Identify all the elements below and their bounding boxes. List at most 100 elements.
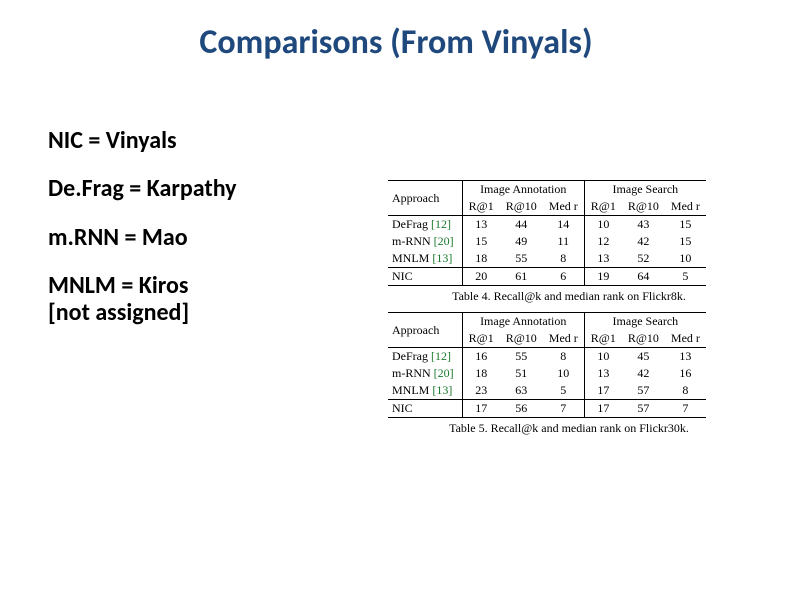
row-name: m-RNN	[392, 366, 431, 380]
row-name: MNLM	[392, 383, 429, 397]
cell: 55	[500, 348, 543, 366]
cell: 8	[665, 382, 706, 400]
cell: 15	[462, 233, 500, 250]
cell: 49	[500, 233, 543, 250]
cell: 56	[500, 400, 543, 418]
cite: [20]	[434, 234, 454, 248]
cell: 6	[543, 268, 585, 286]
row-name: NIC	[388, 268, 462, 286]
legend-text: NIC = Vinyals	[48, 126, 177, 155]
cite: [13]	[432, 383, 452, 397]
col-r1s: R@1	[584, 330, 622, 348]
cite: [20]	[434, 366, 454, 380]
legend-item: MNLM = Kiros [not assigned]	[48, 273, 348, 326]
cell: 16	[665, 365, 706, 382]
cell: 61	[500, 268, 543, 286]
cell: 8	[543, 348, 585, 366]
cell: 7	[543, 400, 585, 418]
table-row: m-RNN [20] 18 51 10 13 42 16	[388, 365, 706, 382]
cell: 42	[622, 233, 665, 250]
legend-text: m.RNN = Mao	[48, 223, 188, 252]
cell: 17	[462, 400, 500, 418]
cell: 43	[622, 216, 665, 234]
cell: 12	[584, 233, 622, 250]
cell: 10	[584, 216, 622, 234]
cell: 7	[665, 400, 706, 418]
cite: [12]	[431, 349, 451, 363]
cell: 23	[462, 382, 500, 400]
col-r10a: R@10	[500, 330, 543, 348]
table-row: DeFrag [12] 16 55 8 10 45 13	[388, 348, 706, 366]
cell: 13	[584, 250, 622, 268]
table5-container: Approach Image Annotation Image Search R…	[388, 312, 750, 436]
legend-subtext: [not assigned]	[48, 300, 348, 326]
cell: 51	[500, 365, 543, 382]
col-meda: Med r	[543, 198, 585, 216]
cell: 44	[500, 216, 543, 234]
cell: 55	[500, 250, 543, 268]
cell: 57	[622, 400, 665, 418]
col-meda: Med r	[543, 330, 585, 348]
table4-container: Approach Image Annotation Image Search R…	[388, 180, 750, 304]
legend-item: NIC = Vinyals	[48, 128, 348, 154]
cell: 15	[665, 216, 706, 234]
cite: [12]	[431, 217, 451, 231]
cell: 42	[622, 365, 665, 382]
colgroup-annotation: Image Annotation	[462, 313, 584, 331]
cell: 15	[665, 233, 706, 250]
cell: 19	[584, 268, 622, 286]
col-approach: Approach	[388, 313, 462, 348]
table-row: DeFrag [12] 13 44 14 10 43 15	[388, 216, 706, 234]
table-row: m-RNN [20] 15 49 11 12 42 15	[388, 233, 706, 250]
cell: 57	[622, 382, 665, 400]
colgroup-search: Image Search	[584, 313, 706, 331]
cite: [13]	[432, 251, 452, 265]
cell: 18	[462, 365, 500, 382]
cell: 10	[584, 348, 622, 366]
cell: 17	[584, 400, 622, 418]
table-row: MNLM [13] 18 55 8 13 52 10	[388, 250, 706, 268]
cell: 52	[622, 250, 665, 268]
cell: 5	[665, 268, 706, 286]
col-meds: Med r	[665, 330, 706, 348]
table-row-nic: NIC 17 56 7 17 57 7	[388, 400, 706, 418]
legend-block: NIC = Vinyals De.Frag = Karpathy m.RNN =…	[48, 128, 348, 348]
col-r1s: R@1	[584, 198, 622, 216]
table-row-nic: NIC 20 61 6 19 64 5	[388, 268, 706, 286]
cell: 13	[665, 348, 706, 366]
cell: 63	[500, 382, 543, 400]
legend-text: MNLM = Kiros	[48, 271, 188, 300]
legend-item: De.Frag = Karpathy	[48, 176, 348, 202]
table4: Approach Image Annotation Image Search R…	[388, 180, 706, 286]
cell: 14	[543, 216, 585, 234]
colgroup-search: Image Search	[584, 181, 706, 199]
col-r10s: R@10	[622, 330, 665, 348]
cell: 13	[584, 365, 622, 382]
cell: 10	[543, 365, 585, 382]
cell: 18	[462, 250, 500, 268]
cell: 5	[543, 382, 585, 400]
table5: Approach Image Annotation Image Search R…	[388, 312, 706, 418]
col-meds: Med r	[665, 198, 706, 216]
row-name: DeFrag	[392, 349, 428, 363]
col-r10s: R@10	[622, 198, 665, 216]
cell: 20	[462, 268, 500, 286]
colgroup-annotation: Image Annotation	[462, 181, 584, 199]
cell: 17	[584, 382, 622, 400]
legend-item: m.RNN = Mao	[48, 225, 348, 251]
col-r1a: R@1	[462, 330, 500, 348]
col-r10a: R@10	[500, 198, 543, 216]
row-name: NIC	[388, 400, 462, 418]
col-r1a: R@1	[462, 198, 500, 216]
row-name: MNLM	[392, 251, 429, 265]
cell: 8	[543, 250, 585, 268]
table4-caption: Table 4. Recall@k and median rank on Fli…	[388, 289, 750, 304]
col-approach: Approach	[388, 181, 462, 216]
row-name: m-RNN	[392, 234, 431, 248]
table-row: MNLM [13] 23 63 5 17 57 8	[388, 382, 706, 400]
legend-text: De.Frag = Karpathy	[48, 174, 237, 203]
slide-title: Comparisons (From Vinyals)	[0, 22, 792, 63]
cell: 10	[665, 250, 706, 268]
cell: 13	[462, 216, 500, 234]
row-name: DeFrag	[392, 217, 428, 231]
